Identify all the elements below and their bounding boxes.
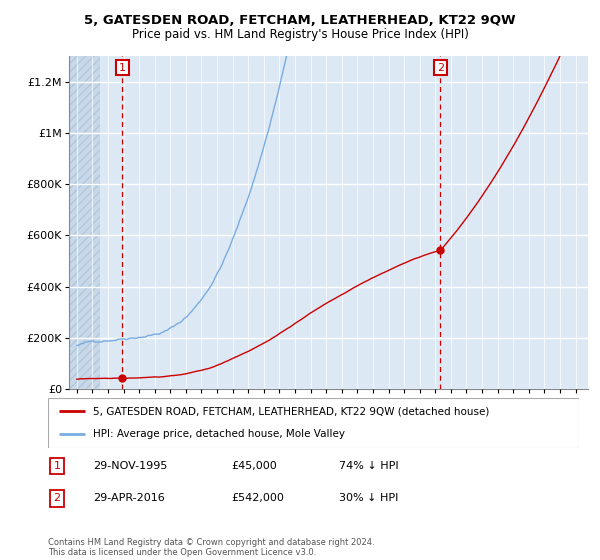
Bar (69, 56, 100, 389)
Text: 74% ↓ HPI: 74% ↓ HPI (339, 461, 398, 471)
Text: £542,000: £542,000 (231, 493, 284, 503)
Text: Price paid vs. HM Land Registry's House Price Index (HPI): Price paid vs. HM Land Registry's House … (131, 28, 469, 41)
Text: 29-NOV-1995: 29-NOV-1995 (93, 461, 167, 471)
Text: 1: 1 (119, 63, 126, 73)
Text: 2: 2 (53, 493, 61, 503)
FancyBboxPatch shape (48, 398, 579, 448)
Text: 5, GATESDEN ROAD, FETCHAM, LEATHERHEAD, KT22 9QW (detached house): 5, GATESDEN ROAD, FETCHAM, LEATHERHEAD, … (93, 406, 490, 416)
Text: 1: 1 (53, 461, 61, 471)
Text: 30% ↓ HPI: 30% ↓ HPI (339, 493, 398, 503)
Text: 2: 2 (437, 63, 444, 73)
Text: £45,000: £45,000 (231, 461, 277, 471)
Text: 5, GATESDEN ROAD, FETCHAM, LEATHERHEAD, KT22 9QW: 5, GATESDEN ROAD, FETCHAM, LEATHERHEAD, … (84, 14, 516, 27)
Text: Contains HM Land Registry data © Crown copyright and database right 2024.
This d: Contains HM Land Registry data © Crown c… (48, 538, 374, 557)
Text: 29-APR-2016: 29-APR-2016 (93, 493, 165, 503)
Text: HPI: Average price, detached house, Mole Valley: HPI: Average price, detached house, Mole… (93, 430, 345, 440)
